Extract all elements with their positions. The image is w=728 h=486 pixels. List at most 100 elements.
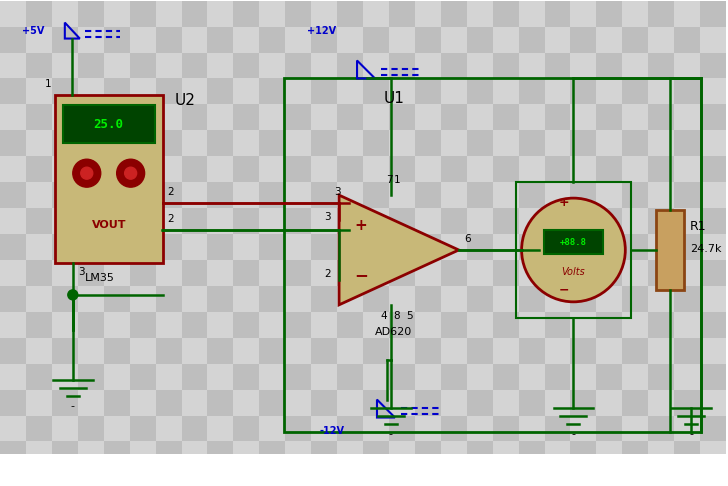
Bar [467,130,493,156]
Bar [493,0,518,27]
Bar [181,364,207,390]
Text: 3: 3 [334,187,341,197]
Bar [156,364,181,390]
Bar [311,286,337,312]
Bar [259,364,285,390]
Bar [389,208,415,234]
Bar [467,390,493,416]
Bar [648,130,674,156]
Bar [337,312,363,338]
Bar [493,364,518,390]
Bar [285,182,311,208]
Bar [648,468,674,486]
Bar [337,234,363,260]
Bar [622,390,648,416]
Bar [259,468,285,486]
Bar [130,78,156,104]
Bar [441,0,467,27]
Text: 6: 6 [464,234,471,244]
Bar [674,208,700,234]
Bar [648,182,674,208]
Bar [55,95,162,263]
Bar [389,234,415,260]
Bar [622,52,648,78]
Bar [26,390,52,416]
Bar [518,78,545,104]
Bar [545,52,571,78]
Bar [259,0,285,27]
Bar [389,182,415,208]
Bar [493,234,518,260]
Text: +12V: +12V [307,26,336,35]
Bar [130,416,156,441]
Bar [389,441,415,468]
Bar [467,416,493,441]
Bar [311,416,337,441]
Text: +: + [558,196,569,209]
Bar [622,338,648,364]
Bar [726,27,728,52]
Bar [545,286,571,312]
Bar [389,78,415,104]
Bar [156,130,181,156]
Bar [0,52,26,78]
Bar [726,468,728,486]
Bar [103,0,130,27]
Bar [103,364,130,390]
Bar [156,52,181,78]
Bar [700,78,726,104]
Bar [622,312,648,338]
Bar [234,416,259,441]
Bar [0,338,26,364]
Bar [648,312,674,338]
Bar [648,286,674,312]
Bar [674,260,700,286]
Bar [441,234,467,260]
Bar [103,338,130,364]
Bar [78,338,103,364]
Bar [52,312,78,338]
Bar [26,312,52,338]
Bar [52,468,78,486]
Bar [415,208,441,234]
Bar [26,286,52,312]
Bar [78,390,103,416]
Bar [26,260,52,286]
Bar [700,182,726,208]
Bar [130,52,156,78]
Bar [26,441,52,468]
Text: LM35: LM35 [84,273,114,283]
Bar [493,441,518,468]
Bar [234,286,259,312]
Bar [700,208,726,234]
Bar [363,416,389,441]
Circle shape [73,159,100,187]
Bar [156,0,181,27]
Bar [571,234,596,260]
Bar [259,312,285,338]
Bar [493,156,518,182]
Bar [259,234,285,260]
Bar [311,52,337,78]
Bar [467,441,493,468]
Bar [700,286,726,312]
Bar [726,156,728,182]
Bar [284,78,701,433]
Bar [656,210,684,290]
Bar [207,286,234,312]
Bar [52,441,78,468]
Bar [493,312,518,338]
Bar [285,416,311,441]
Bar [337,416,363,441]
Bar [52,156,78,182]
Bar [337,104,363,130]
Bar [311,468,337,486]
Bar [130,0,156,27]
Bar [311,104,337,130]
Bar [363,182,389,208]
Bar [181,156,207,182]
Bar [441,286,467,312]
Text: +88.8: +88.8 [560,238,587,246]
Bar [285,156,311,182]
Bar [596,416,622,441]
